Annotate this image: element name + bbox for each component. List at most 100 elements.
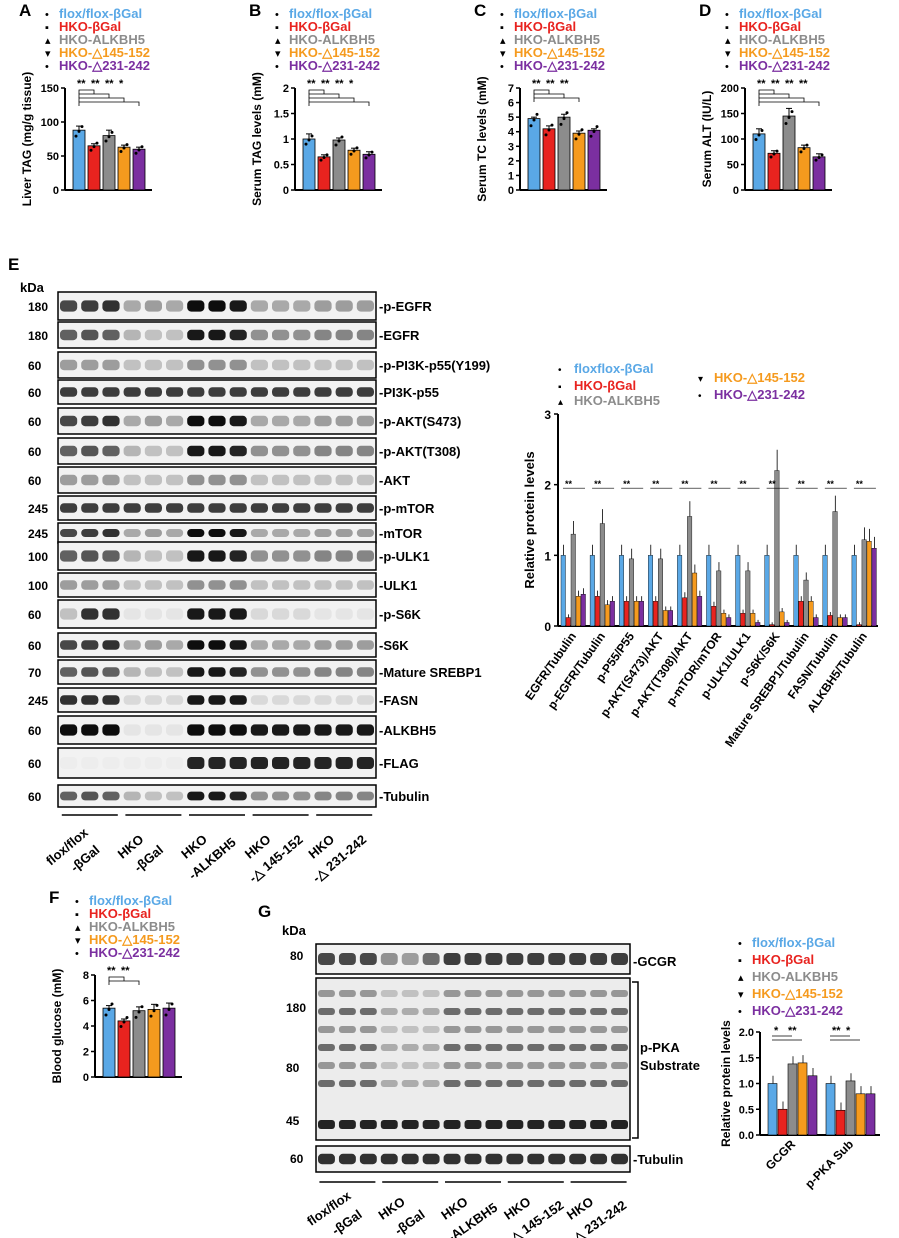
band: [208, 359, 226, 371]
sig-label: **: [652, 479, 660, 489]
band: [590, 953, 608, 965]
band: [401, 953, 419, 965]
data-point: [574, 137, 578, 141]
sig-bracket: [108, 976, 125, 981]
bar: [711, 606, 717, 627]
band: [102, 387, 120, 397]
band: [335, 695, 353, 705]
band: [166, 724, 184, 736]
y-tick-label: 0: [544, 620, 551, 634]
band: [356, 359, 374, 371]
band: [548, 1080, 566, 1087]
legend-entry: HKO-△145-152: [89, 932, 180, 947]
kda-marker: 60: [28, 359, 42, 373]
band: [272, 550, 290, 562]
band: [380, 1153, 398, 1165]
band: [293, 445, 311, 457]
band: [335, 300, 353, 312]
legend-marker: •: [500, 9, 504, 21]
blot-label: -FASN: [379, 693, 418, 708]
sig-bracket: [308, 101, 370, 106]
band: [359, 1044, 377, 1051]
data-point: [592, 129, 596, 133]
sig-label: **: [799, 78, 808, 90]
legend-marker: •: [698, 391, 702, 402]
band: [548, 1062, 566, 1069]
bar: [604, 604, 610, 627]
legend-marker: ▾: [275, 48, 281, 60]
band: [293, 580, 311, 590]
y-tick-label: 7: [508, 83, 514, 95]
band: [318, 1008, 335, 1015]
data-point: [355, 146, 359, 150]
bar: [784, 622, 790, 627]
band: [464, 1153, 482, 1165]
data-point: [95, 141, 99, 145]
band: [569, 1008, 587, 1015]
band: [443, 1026, 461, 1033]
band: [166, 640, 184, 650]
band: [250, 757, 268, 769]
legend-marker: •: [725, 61, 729, 73]
bar: [787, 1063, 798, 1136]
data-point: [77, 129, 81, 133]
band: [166, 608, 184, 620]
band: [272, 329, 290, 341]
legend-marker: ▴: [738, 972, 744, 984]
band: [250, 667, 268, 677]
band: [81, 724, 99, 736]
blot-label: -p-AKT(T308): [379, 444, 461, 459]
band: [335, 387, 353, 397]
y-tick-label: 2.0: [739, 1027, 754, 1039]
band: [102, 724, 120, 736]
bar: [594, 596, 600, 627]
legend-marker: •: [45, 61, 49, 73]
band: [401, 1080, 419, 1087]
kda-marker: 100: [28, 550, 48, 564]
band: [60, 359, 78, 371]
band: [314, 640, 332, 650]
band: [485, 1008, 503, 1015]
data-point: [580, 128, 584, 132]
legend-marker: •: [275, 9, 279, 21]
band: [380, 1062, 398, 1069]
bar: [580, 594, 586, 627]
sig-label: **: [107, 965, 116, 977]
data-point: [119, 1025, 123, 1029]
band: [229, 359, 247, 371]
data-point: [754, 138, 758, 142]
bar: [851, 555, 857, 627]
band: [314, 580, 332, 590]
legend-marker: ▴: [558, 397, 563, 408]
band: [229, 724, 247, 736]
data-point: [155, 1003, 159, 1007]
bar: [697, 596, 703, 627]
bar: [825, 1083, 836, 1136]
band: [144, 300, 162, 312]
blot-label: -mTOR: [379, 526, 423, 541]
band: [548, 1120, 566, 1129]
y-tick-label: 150: [721, 109, 739, 121]
sig-label: *: [774, 1025, 779, 1037]
legend-marker: ▴: [45, 35, 51, 47]
data-point: [89, 148, 93, 152]
band: [527, 953, 545, 965]
sig-bracket: [533, 93, 565, 98]
band: [144, 640, 162, 650]
band: [422, 1080, 440, 1087]
band: [569, 1026, 587, 1033]
band: [293, 474, 311, 486]
band: [443, 1120, 461, 1129]
legend-marker: •: [725, 9, 729, 21]
y-tick-label: 0: [83, 1072, 89, 1084]
kda-marker: 60: [28, 415, 42, 429]
band: [272, 791, 290, 801]
band: [81, 387, 99, 397]
y-tick-label: 4: [508, 127, 515, 139]
data-point: [547, 128, 551, 132]
band: [422, 1008, 440, 1015]
band: [314, 503, 332, 513]
band: [293, 359, 311, 371]
kda-marker: 245: [28, 502, 48, 516]
sig-bracket: [108, 980, 140, 985]
